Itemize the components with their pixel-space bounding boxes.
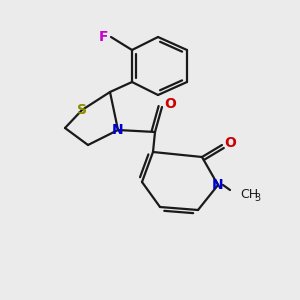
Text: F: F [98,30,108,44]
Text: N: N [212,178,224,192]
Text: CH: CH [240,188,258,202]
Text: S: S [77,103,87,117]
Text: O: O [164,97,176,111]
Text: O: O [224,136,236,150]
Text: 3: 3 [254,193,260,203]
Text: N: N [112,123,124,137]
